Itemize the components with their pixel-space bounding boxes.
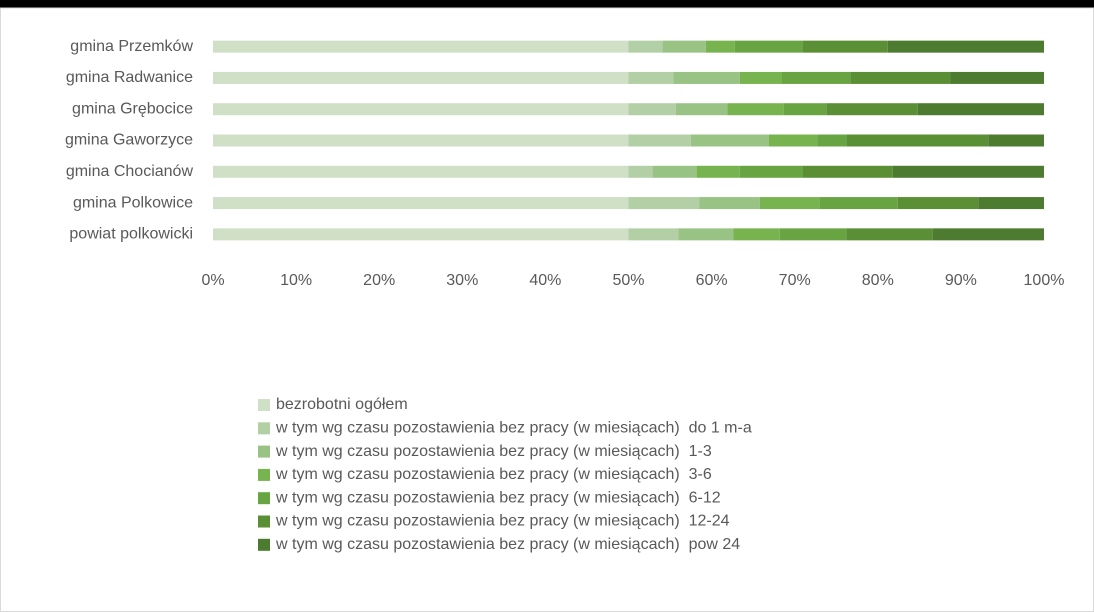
bar-segment: [887, 40, 1044, 53]
x-tick-label: 30%: [446, 272, 478, 289]
bar-segment: [673, 71, 740, 84]
legend-swatch: [258, 515, 270, 528]
bar-segment: [628, 40, 663, 53]
bar-segment: [846, 134, 989, 147]
bar-segment: [628, 103, 676, 116]
bar-segment: [779, 228, 847, 241]
x-tick-label: 70%: [779, 272, 811, 289]
bar-segment: [213, 228, 629, 241]
x-tick-label: 20%: [363, 272, 395, 289]
bar-segment: [628, 165, 653, 178]
y-tick-label: gmina Grębocice: [72, 100, 193, 117]
legend-label: w tym wg czasu pozostawienia bez pracy (…: [275, 489, 721, 506]
x-tick-label: 40%: [529, 272, 561, 289]
bar-segment: [892, 165, 1044, 178]
bar-segment: [662, 40, 706, 53]
bar-segment: [988, 134, 1044, 147]
bar-segment: [213, 103, 629, 116]
y-tick-label: gmina Gaworzyce: [65, 132, 193, 149]
bar-segment: [628, 228, 679, 241]
bar-segment: [783, 103, 827, 116]
bar-segment: [917, 103, 1044, 116]
bar-segment: [628, 71, 674, 84]
legend-label: w tym wg czasu pozostawienia bez pracy (…: [275, 443, 712, 460]
bar-segment: [734, 40, 804, 53]
y-tick-label: powiat polkowicki: [69, 226, 193, 243]
bar-segment: [727, 103, 784, 116]
bar-segment: [675, 103, 728, 116]
legend-label: w tym wg czasu pozostawienia bez pracy (…: [275, 466, 712, 483]
bar-segment: [213, 165, 629, 178]
y-tick-label: gmina Przemków: [70, 38, 193, 55]
legend-label: bezrobotni ogółem: [276, 396, 408, 413]
bar-segment: [696, 165, 740, 178]
bar-segment: [897, 197, 979, 210]
x-tick-label: 50%: [612, 272, 644, 289]
y-tick-label: gmina Polkowice: [73, 194, 193, 211]
bar-segment: [213, 40, 629, 53]
bar-segment: [826, 103, 918, 116]
bar-segment: [699, 197, 760, 210]
x-tick-label: 60%: [696, 272, 728, 289]
legend-label: w tym wg czasu pozostawienia bez pracy (…: [275, 513, 730, 530]
bar-segment: [628, 134, 691, 147]
bar-segment: [705, 40, 735, 53]
top-bar: [0, 0, 1094, 8]
bar-segment: [950, 71, 1044, 84]
bar-segment: [678, 228, 734, 241]
bar-segment: [759, 197, 820, 210]
bar-segment: [846, 228, 933, 241]
bar-segment: [817, 134, 847, 147]
x-tick-label: 90%: [945, 272, 977, 289]
bar-segment: [739, 165, 804, 178]
bar-segment: [850, 71, 951, 84]
bar-segment: [690, 134, 769, 147]
x-tick-label: 10%: [280, 272, 312, 289]
x-tick-label: 0%: [201, 272, 224, 289]
y-tick-label: gmina Chocianów: [66, 163, 194, 180]
legend-swatch: [258, 445, 270, 458]
bar-segment: [213, 71, 629, 84]
bar-segment: [803, 165, 893, 178]
legend-swatch: [258, 399, 270, 411]
legend-label: w tym wg czasu pozostawienia bez pracy (…: [275, 420, 752, 437]
legend-swatch: [258, 538, 270, 551]
bar-segment: [978, 197, 1044, 210]
bar-segment: [213, 134, 629, 147]
bar-segment: [652, 165, 697, 178]
legend-swatch: [258, 468, 270, 481]
x-tick-label: 100%: [1024, 272, 1065, 289]
bar-segment: [213, 197, 629, 210]
legend-swatch: [258, 492, 270, 505]
bar-segment: [733, 228, 780, 241]
x-tick-label: 80%: [862, 272, 894, 289]
bar-segment: [803, 40, 888, 53]
bar-segment: [628, 197, 700, 210]
legend-label: w tym wg czasu pozostawienia bez pracy (…: [275, 536, 740, 553]
bar-segment: [768, 134, 818, 147]
bar-segment: [781, 71, 851, 84]
bar-segment: [739, 71, 782, 84]
bar-segment: [932, 228, 1044, 241]
legend-swatch: [258, 422, 270, 435]
y-tick-label: gmina Radwanice: [66, 69, 193, 86]
bar-segment: [819, 197, 898, 210]
